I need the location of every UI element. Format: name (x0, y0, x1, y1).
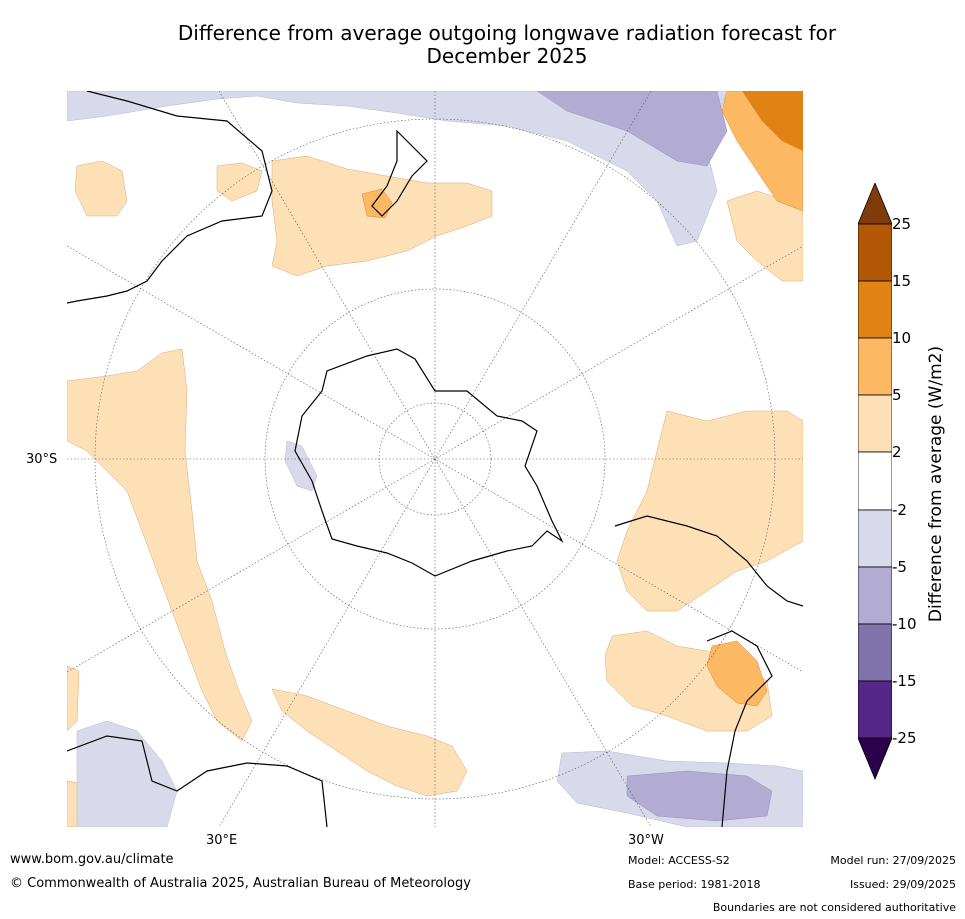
region-bottom-left-lavender (76, 720, 178, 827)
colorbar-extend-top (858, 183, 892, 225)
colorbar-tick: -10 (892, 615, 917, 633)
colorbar (858, 183, 892, 781)
colorbar-tick: 15 (892, 272, 912, 290)
moderate-negative-regions (536, 91, 773, 822)
coastlines (67, 91, 803, 827)
model-text: Model: ACCESS-S2 (628, 854, 730, 867)
colorbar-neg5-neg10 (858, 566, 892, 625)
australia-coast (67, 91, 273, 304)
region-nz-orange (361, 188, 393, 219)
colorbar-tick: -15 (892, 672, 917, 690)
longitude-label-30e: 30°E (206, 833, 238, 848)
region-sa-orange (706, 640, 768, 707)
colorbar-5-10 (858, 337, 892, 396)
colorbar-15-25 (858, 223, 892, 282)
colorbar-tick: -25 (892, 729, 917, 747)
region-bottom-purple (626, 770, 773, 822)
region-right-lower (604, 630, 773, 732)
region-right-mid (616, 410, 803, 612)
colorbar-tick: -2 (892, 501, 907, 519)
region-right-top (726, 190, 803, 282)
chart-title: Difference from average outgoing longwav… (67, 22, 947, 68)
africa-coast (67, 735, 328, 827)
base-period-text: Base period: 1981-2018 (628, 878, 761, 891)
colorbar-extend-bottom (858, 737, 892, 781)
region-top-left (74, 160, 128, 217)
colorbar-neg10-neg15 (858, 623, 892, 682)
colorbar-label: Difference from average (W/m2) (926, 345, 946, 623)
colorbar-tick: -5 (892, 558, 907, 576)
colorbar-2-5 (858, 394, 892, 453)
model-run-text: Model run: 27/09/2025 (830, 854, 956, 867)
region-top-lavender (67, 91, 728, 247)
region-antarctic-lavender (284, 440, 318, 492)
region-left-bottom (67, 665, 80, 732)
antarctica-coast (294, 348, 564, 577)
colorbar-tick: 10 (892, 329, 912, 347)
new-zealand-coast (371, 129, 428, 217)
region-top-purple (536, 91, 728, 167)
disclaimer-text: Boundaries are not considered authoritat… (712, 901, 956, 914)
colorbar-neg15-neg25 (858, 680, 892, 739)
colorbar-neutral (858, 451, 892, 511)
region-left-band (67, 348, 253, 742)
region-bottom-band (271, 688, 468, 797)
longitude-label-30w: 30°W (628, 833, 664, 848)
south-america-coast (614, 515, 803, 607)
region-top-left-small (216, 162, 263, 202)
strong-positive-regions (742, 91, 803, 151)
south-america-coast-2 (706, 630, 773, 827)
copyright-text: © Commonwealth of Australia 2025, Austra… (10, 876, 471, 891)
colorbar-10-15 (858, 280, 892, 339)
colorbar-tick: 5 (892, 386, 902, 404)
issued-text: Issued: 29/09/2025 (849, 878, 956, 891)
graticule (67, 91, 803, 827)
colorbar-tick: 2 (892, 443, 902, 461)
latitude-label-30s: 30°S (26, 452, 58, 467)
region-top-right-dark (742, 91, 803, 151)
website-link[interactable]: www.bom.gov.au/climate (10, 852, 174, 867)
map-canvas (67, 91, 803, 827)
polar-map[interactable] (67, 91, 803, 827)
title-line-1: Difference from average outgoing longwav… (177, 21, 837, 45)
colorbar-neg2-neg5 (858, 509, 892, 568)
colorbar-tick: 25 (892, 215, 912, 233)
title-line-2: December 2025 (426, 44, 588, 68)
